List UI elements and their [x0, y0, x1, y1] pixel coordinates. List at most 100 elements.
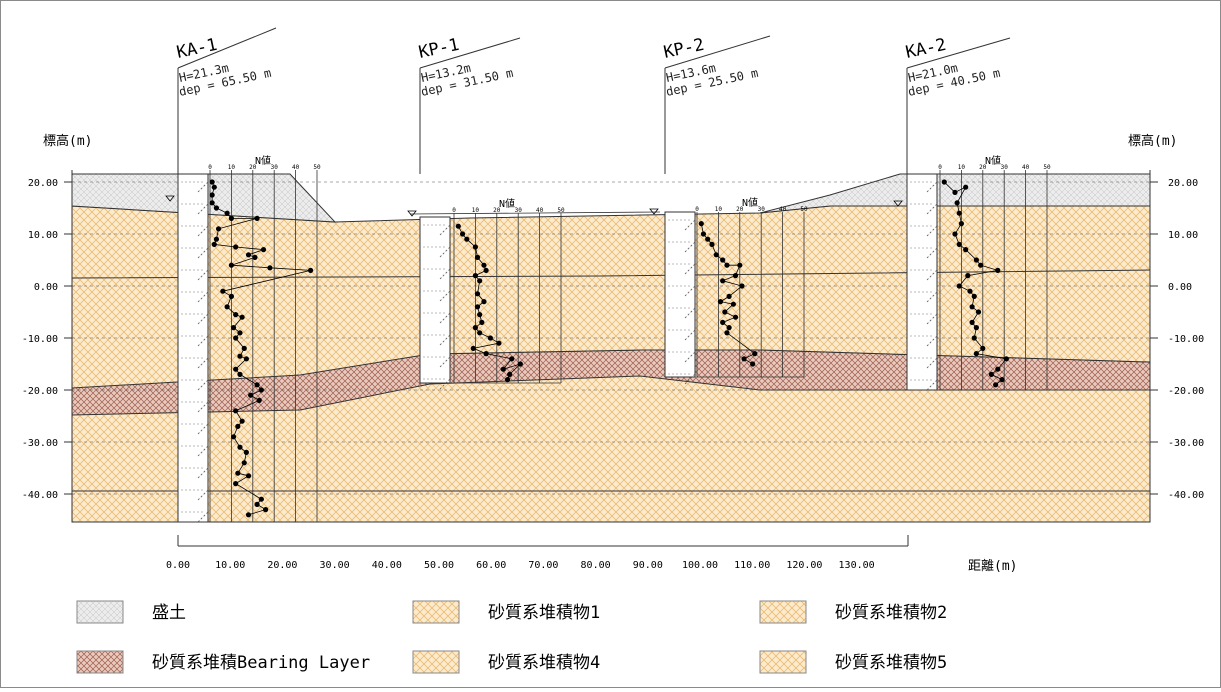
n-tick-label: 0	[938, 164, 942, 171]
n-value-point	[237, 330, 243, 336]
n-value-point	[975, 309, 982, 315]
n-value-point	[241, 345, 247, 351]
n-value-point	[235, 423, 241, 429]
n-value-point	[726, 293, 732, 299]
borehole-name: KP-1	[417, 35, 461, 63]
n-value-point	[730, 301, 736, 307]
n-value-point	[737, 262, 743, 268]
n-value-point	[698, 221, 704, 227]
y-tick-label-left: -40.00	[22, 490, 58, 501]
y-tick-label-left: -10.00	[22, 334, 58, 345]
n-value-point	[969, 319, 975, 325]
n-value-point	[483, 267, 489, 273]
n-value-point	[477, 330, 483, 336]
x-tick-label: 40.00	[372, 560, 402, 571]
n-value-point	[978, 262, 984, 268]
n-value-point	[752, 351, 758, 357]
n-value-point	[209, 192, 215, 198]
y-tick-label-right: 10.00	[1168, 230, 1198, 241]
n-value-point	[477, 278, 483, 284]
n-value-point	[254, 215, 260, 221]
n-value-point	[509, 356, 515, 362]
soil-column	[664, 211, 696, 378]
legend-item: 砂質系堆積物5	[759, 650, 947, 674]
n-value-point	[726, 325, 732, 331]
n-value-point	[243, 449, 249, 455]
n-value-point	[213, 205, 220, 211]
n-value-point	[263, 507, 269, 513]
n-value-point	[233, 244, 239, 250]
n-value-point	[741, 356, 747, 362]
x-tick-label: 130.00	[839, 560, 875, 571]
n-value-point	[228, 293, 234, 299]
n-value-point	[720, 257, 726, 263]
n-value-point	[717, 299, 724, 305]
n-value-point	[239, 314, 245, 320]
n-value-point	[720, 319, 726, 325]
n-value-point	[963, 247, 969, 253]
n-value-point	[237, 444, 243, 450]
x-tick-label: 20.00	[267, 560, 297, 571]
n-value-point	[243, 356, 249, 362]
n-value-chart: N値 0 10 20 30 40 50	[695, 196, 808, 378]
n-value-point	[235, 470, 241, 476]
n-value-point	[224, 210, 230, 216]
n-value-point	[233, 312, 239, 318]
n-value-point	[211, 184, 217, 190]
legend-item: 盛土	[76, 600, 186, 624]
n-value-point	[237, 371, 243, 377]
n-value-point	[720, 278, 726, 284]
n-tick-label: 30	[271, 164, 279, 171]
n-value-point	[1003, 356, 1009, 362]
geologic-layers	[71, 173, 1151, 523]
n-value-point	[500, 366, 506, 372]
n-tick-label: 0	[208, 164, 212, 171]
y-tick-label-left: -20.00	[22, 386, 58, 397]
n-tick-label: 20	[736, 206, 744, 213]
n-value-point	[215, 226, 222, 232]
n-value-point	[956, 210, 962, 216]
n-value-point	[472, 325, 478, 331]
n-value-point	[713, 252, 719, 258]
n-value-point	[230, 434, 237, 440]
y-tick-label-left: 0.00	[34, 282, 58, 293]
n-value-point	[258, 496, 264, 502]
n-value-point	[209, 200, 215, 206]
n-value-point	[952, 189, 958, 195]
n-value-point	[474, 254, 481, 260]
n-chart-title: N値	[499, 197, 515, 210]
n-chart-title: N値	[742, 196, 758, 209]
boundary-line-1	[71, 269, 1151, 279]
n-value-chart: N値 0 10 20 30 40 50	[208, 154, 321, 523]
n-value-point	[967, 288, 973, 294]
n-value-point	[477, 312, 483, 318]
n-value-point	[254, 382, 260, 388]
legend-label: 砂質系堆積物4	[488, 653, 600, 673]
n-chart-title: N値	[985, 154, 1001, 167]
n-value-point	[487, 335, 493, 341]
n-value-point	[483, 351, 489, 357]
borehole-header-line	[664, 35, 771, 69]
n-value-point	[995, 267, 1001, 273]
n-chart-title: N値	[255, 154, 271, 167]
x-tick-label: 30.00	[320, 560, 350, 571]
n-value-point	[971, 335, 977, 341]
n-value-point	[479, 319, 485, 325]
n-value-point	[999, 377, 1005, 383]
soil-column	[906, 173, 938, 391]
water-level-icon	[407, 210, 417, 217]
n-value-point	[941, 179, 947, 185]
n-value-line	[700, 223, 756, 365]
soil-column	[419, 216, 451, 384]
n-value-point	[474, 304, 481, 310]
n-tick-label: 40	[1022, 164, 1030, 171]
n-tick-label: 50	[800, 206, 808, 213]
n-value-point	[995, 366, 1001, 372]
n-tick-label: 10	[715, 206, 723, 213]
n-value-chart: N値 0 10 20 30 40 50	[452, 197, 565, 384]
n-value-point	[988, 371, 994, 377]
n-value-point	[474, 291, 481, 297]
legend-swatch	[759, 650, 807, 674]
y-tick-label-right: 20.00	[1168, 178, 1198, 189]
